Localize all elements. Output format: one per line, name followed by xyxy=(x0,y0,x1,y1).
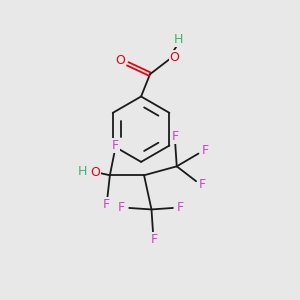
Text: F: F xyxy=(199,178,206,191)
Text: O: O xyxy=(90,166,100,179)
Text: F: F xyxy=(202,144,209,157)
Text: H: H xyxy=(77,165,87,178)
Text: F: F xyxy=(150,233,158,246)
Text: O: O xyxy=(170,51,180,64)
Text: H: H xyxy=(173,33,183,46)
Text: O: O xyxy=(115,54,125,67)
Text: F: F xyxy=(102,198,110,211)
Text: F: F xyxy=(177,201,184,214)
Text: F: F xyxy=(118,201,125,214)
Text: F: F xyxy=(172,130,179,143)
Text: F: F xyxy=(112,139,119,152)
